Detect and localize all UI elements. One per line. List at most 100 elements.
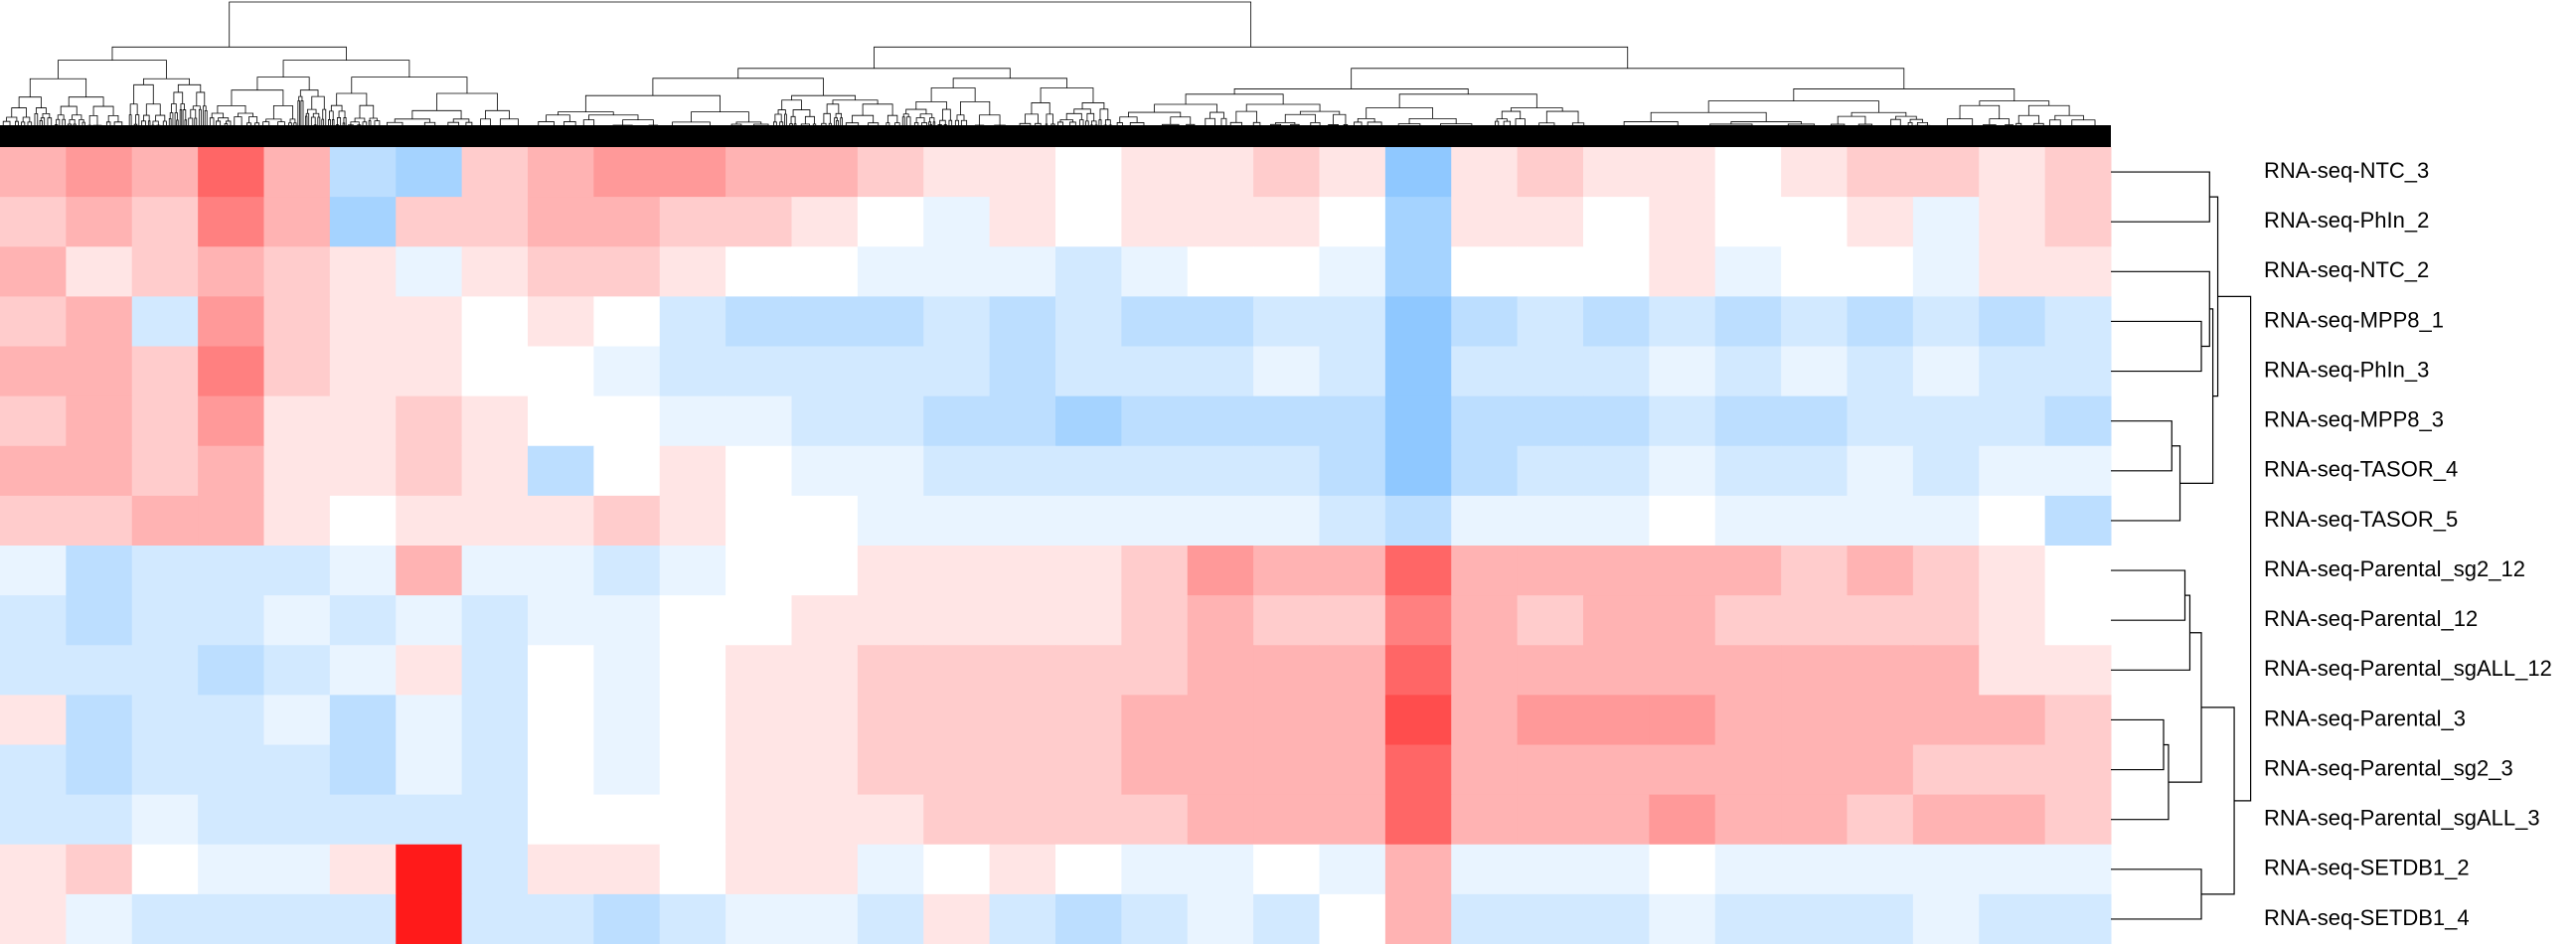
heatmap-cell bbox=[0, 645, 67, 696]
row-label: RNA-seq-NTC_2 bbox=[2264, 257, 2429, 282]
dendrogram-branch bbox=[2168, 632, 2202, 783]
heatmap-cell bbox=[329, 147, 397, 198]
heatmap-cell bbox=[1583, 445, 1650, 497]
heatmap-cell bbox=[1979, 744, 2046, 796]
heatmap-cell bbox=[1979, 645, 2046, 696]
heatmap-cell bbox=[1781, 695, 1848, 745]
heatmap-cell bbox=[1121, 645, 1189, 696]
row-label: RNA-seq-TASOR_5 bbox=[2264, 507, 2458, 532]
heatmap-cell bbox=[1253, 346, 1320, 397]
heatmap-cell bbox=[989, 147, 1056, 198]
heatmap-cell bbox=[1781, 595, 1848, 646]
heatmap-cell bbox=[1384, 197, 1452, 247]
heatmap-cell bbox=[131, 744, 199, 796]
heatmap-cell bbox=[1121, 794, 1189, 846]
row-label: RNA-seq-Parental_sgALL_12 bbox=[2264, 656, 2552, 681]
heatmap-cell bbox=[857, 445, 924, 497]
heatmap-cell bbox=[329, 595, 397, 646]
row-label: RNA-seq-SETDB1_4 bbox=[2264, 905, 2470, 930]
heatmap-cell bbox=[791, 495, 859, 547]
heatmap-cell bbox=[528, 794, 594, 846]
heatmap-cell bbox=[1912, 695, 1980, 745]
heatmap-cell bbox=[1517, 296, 1584, 347]
dendrogram-branch bbox=[2111, 320, 2202, 373]
heatmap-cell bbox=[1583, 893, 1650, 944]
heatmap-cell bbox=[593, 495, 661, 547]
heatmap-cell bbox=[593, 445, 661, 497]
heatmap-cell bbox=[593, 246, 661, 297]
heatmap-cell bbox=[857, 893, 924, 944]
heatmap-cell bbox=[1253, 695, 1320, 745]
heatmap-cell bbox=[1714, 246, 1782, 297]
heatmap-cell bbox=[1714, 296, 1782, 347]
heatmap-cell bbox=[1847, 893, 1914, 944]
heatmap-cell bbox=[989, 445, 1056, 497]
heatmap-cell bbox=[1451, 395, 1519, 447]
heatmap-cell bbox=[329, 794, 397, 846]
heatmap-cell bbox=[1451, 495, 1519, 547]
heatmap-cell bbox=[659, 893, 726, 944]
heatmap-cell bbox=[1649, 147, 1716, 198]
heatmap-cell bbox=[528, 445, 594, 497]
heatmap-cell bbox=[1319, 296, 1386, 347]
heatmap-cell bbox=[791, 445, 859, 497]
heatmap-cell bbox=[1121, 844, 1189, 895]
heatmap-cell bbox=[66, 794, 133, 846]
heatmap-cell bbox=[1781, 546, 1848, 596]
heatmap-cell bbox=[1912, 546, 1980, 596]
heatmap-cell bbox=[1517, 744, 1584, 796]
heatmap-cell bbox=[0, 197, 67, 247]
heatmap-cell bbox=[198, 395, 264, 447]
heatmap-cell bbox=[2044, 546, 2112, 596]
heatmap-cell bbox=[1187, 794, 1254, 846]
heatmap-cell bbox=[1781, 246, 1848, 297]
heatmap-cell bbox=[198, 147, 264, 198]
heatmap-cell bbox=[1649, 695, 1716, 745]
heatmap-cell bbox=[989, 645, 1056, 696]
dendrogram-branch bbox=[2111, 718, 2165, 771]
heatmap-cell bbox=[1847, 844, 1914, 895]
heatmap-cell bbox=[857, 296, 924, 347]
heatmap-cell bbox=[791, 346, 859, 397]
heatmap-cell bbox=[1451, 645, 1519, 696]
heatmap-cell bbox=[593, 844, 661, 895]
heatmap-cell bbox=[396, 197, 463, 247]
heatmap-cell bbox=[2044, 147, 2112, 198]
heatmap-cell bbox=[461, 546, 529, 596]
heatmap-cell bbox=[1979, 695, 2046, 745]
heatmap-cell bbox=[0, 844, 67, 895]
heatmap-cell bbox=[131, 695, 199, 745]
heatmap-cell bbox=[396, 246, 463, 297]
heatmap-cell bbox=[1319, 197, 1386, 247]
heatmap-cell bbox=[2044, 197, 2112, 247]
row-label: RNA-seq-Parental_sg2_12 bbox=[2264, 556, 2525, 581]
heatmap-cell bbox=[1781, 794, 1848, 846]
heatmap-cell bbox=[1912, 744, 1980, 796]
heatmap-cell bbox=[66, 695, 133, 745]
heatmap-cell bbox=[198, 197, 264, 247]
heatmap-cell bbox=[1451, 844, 1519, 895]
heatmap-cell bbox=[1121, 445, 1189, 497]
heatmap-cell bbox=[66, 395, 133, 447]
heatmap-cell bbox=[0, 296, 67, 347]
heatmap-cell bbox=[1912, 296, 1980, 347]
heatmap-cell bbox=[1121, 893, 1189, 944]
heatmap-cell bbox=[1319, 794, 1386, 846]
heatmap-cell bbox=[1253, 296, 1320, 347]
heatmap-cell bbox=[263, 147, 331, 198]
heatmap-cell bbox=[1319, 546, 1386, 596]
heatmap-cell bbox=[1384, 794, 1452, 846]
heatmap-cell bbox=[528, 546, 594, 596]
heatmap-cell bbox=[1649, 546, 1716, 596]
heatmap-cell bbox=[593, 546, 661, 596]
heatmap-cell bbox=[329, 346, 397, 397]
heatmap-cell bbox=[1649, 197, 1716, 247]
heatmap-cell bbox=[66, 246, 133, 297]
heatmap-cell bbox=[0, 595, 67, 646]
heatmap-cell bbox=[1517, 844, 1584, 895]
heatmap-cell bbox=[659, 844, 726, 895]
heatmap-cell bbox=[1979, 546, 2046, 596]
dendrogram-branch bbox=[2179, 308, 2214, 484]
